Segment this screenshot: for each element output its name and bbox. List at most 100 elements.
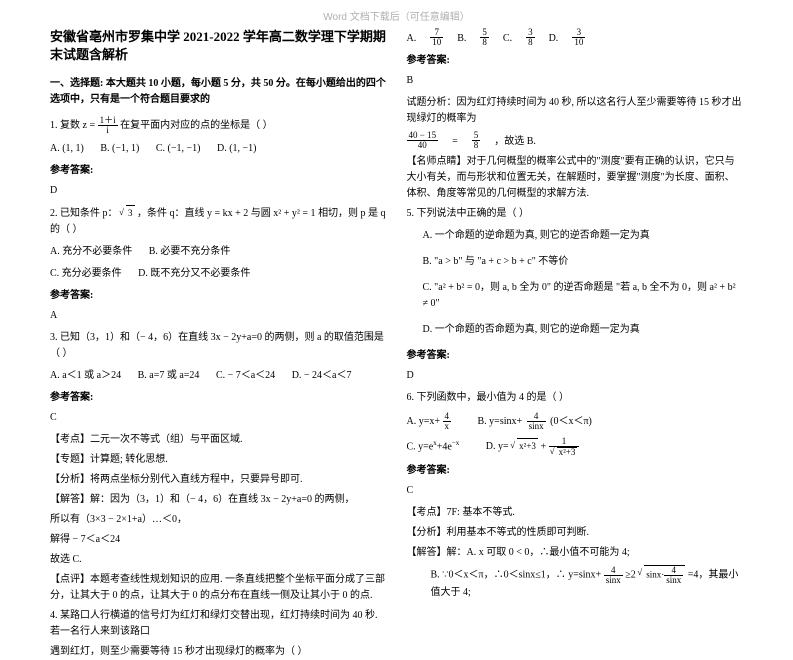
- q6-opts-row2: C. y=ex+4e−x D. y= x²+3 + 1 x²+3: [407, 437, 744, 457]
- section-1-header: 一、选择题: 本大题共 10 小题，每小题 5 分，共 50 分。在每小题给出的…: [50, 76, 387, 108]
- q3-fenxi: 【分析】将两点坐标分别代入直线方程中，只要异号即可.: [50, 472, 387, 488]
- q4-frac-d-den: 10: [572, 38, 585, 47]
- q1-opt-d: D. (1, −1): [217, 141, 257, 157]
- q2-mid: ，条件 q：直线: [137, 208, 205, 219]
- q4-frac-d: 3 10: [572, 28, 585, 47]
- right-column: A. 7 10 B. 5 8 C. 3 8 D. 3 10 参考答案: B 试题…: [397, 28, 793, 561]
- q4-frac-b-den: 8: [480, 38, 489, 47]
- q3-kaodian: 【考点】二元一次不等式（组）与平面区域.: [50, 432, 387, 448]
- q3-jieda3: 解得 − 7＜a＜24: [50, 532, 387, 548]
- q6-opt-a-den: x: [443, 422, 452, 431]
- q1-answer: D: [50, 183, 387, 199]
- q4-calc-frac: 40 − 15 40: [407, 131, 439, 150]
- watermark-text: Word 文档下载后（可任意编辑）: [323, 8, 470, 23]
- q6-opt-c-1: C. y=e: [407, 441, 434, 452]
- q3-jieda: 【解答】解：因为（3，1）和（− 4，6）在直线 3x − 2y+a=0 的两侧…: [50, 492, 387, 508]
- q5-opt-b: B. "a > b" 与 "a + c > b + c" 不等价: [423, 254, 744, 270]
- q1-fraction: 1＋i i: [98, 116, 118, 135]
- q6-opt-b2: (0＜x＜π): [550, 416, 592, 427]
- q2-sqrt: 3: [126, 205, 135, 220]
- q3-opt-c: C. − 7＜a＜24: [216, 368, 275, 384]
- q4-frac-c: 3 8: [526, 28, 535, 47]
- q2-mid2: 与圆: [251, 208, 271, 219]
- q3-zhuanti: 【专题】计算题; 转化思想.: [50, 452, 387, 468]
- q3-answer-label: 参考答案:: [50, 390, 387, 406]
- q6-jieda-b-text: B. ∵0＜x＜π，∴0＜sinx≤1，∴ y=sinx+: [431, 570, 602, 581]
- q5-answer-label: 参考答案:: [407, 348, 744, 364]
- q3-opt-a: A. a＜1 或 a＞24: [50, 368, 121, 384]
- q4-fractions-row: A. 7 10 B. 5 8 C. 3 8 D. 3 10: [407, 28, 744, 47]
- q3-dianping: 【点评】本题考查线性规划知识的应用. 一条直线把整个坐标平面分成了三部分，让其大…: [50, 572, 387, 604]
- q6-jb-d1: sinx: [604, 576, 623, 585]
- q6-answer: C: [407, 483, 744, 499]
- q6-opt-b: B. y=sinx+: [478, 416, 523, 427]
- q4-opt-c-label: C.: [503, 31, 512, 47]
- q1-frac-den: i: [98, 126, 118, 135]
- q4-answer: B: [407, 73, 744, 89]
- q3-line: 3. 已知（3，1）和（− 4，6）在直线 3x − 2y+a=0 的两侧，则 …: [50, 330, 387, 362]
- q2-text: 2. 已知条件 p：: [50, 208, 118, 219]
- q6-opt-a-pre: A. y=x+: [407, 416, 441, 427]
- q2-options-row1: A. 充分不必要条件 B. 必要不充分条件: [50, 244, 387, 260]
- q5-line: 5. 下列说法中正确的是（ ）: [407, 206, 744, 222]
- q3-answer: C: [50, 410, 387, 426]
- q5-opt-c: C. "a² + b² = 0，则 a, b 全为 0" 的逆否命题是 "若 a…: [423, 280, 744, 312]
- q4-calc-row: 40 − 15 40 = 5 8 ，故选 B.: [407, 131, 744, 150]
- q5-opt-a: A. 一个命题的逆命题为真, 则它的逆否命题一定为真: [423, 228, 744, 244]
- q6-fenxi: 【分析】利用基本不等式的性质即可判断.: [407, 525, 744, 541]
- page-container: 安徽省亳州市罗集中学 2021-2022 学年高二数学理下学期期末试题含解析 一…: [0, 0, 793, 561]
- q1-text: 1. 复数: [50, 120, 80, 131]
- q4-frac-c-den: 8: [526, 38, 535, 47]
- q4-frac-b: 5 8: [480, 28, 489, 47]
- q6-opt-d-frac: 1 x²+3: [549, 437, 580, 457]
- q6-kaodian: 【考点】7F: 基本不等式.: [407, 505, 744, 521]
- q2-options-row2: C. 充分必要条件 D. 既不充分又不必要条件: [50, 266, 387, 282]
- q4-calc-den: 40: [407, 141, 439, 150]
- q3-jieda4: 故选 C.: [50, 552, 387, 568]
- q6-opt-d-frac-den: x²+3: [549, 447, 580, 457]
- q1-options: A. (1, 1) B. (−1, 1) C. (−1, −1) D. (1, …: [50, 141, 387, 157]
- q6-opt-c-2: +4e: [437, 441, 452, 452]
- q6-jb-n1: 4: [604, 566, 623, 576]
- q6-opt-b-den: sinx: [527, 422, 546, 431]
- q5-answer: D: [407, 368, 744, 384]
- q4-line1: 4. 某路口人行横道的信号灯为红灯和绿灯交替出现，红灯持续时间为 40 秒. 若…: [50, 608, 387, 640]
- q1-after: 在复平面内对应的点的坐标是（ ）: [120, 120, 273, 131]
- q4-line2: 遇到红灯，则至少需要等待 15 秒才出现绿灯的概率为（ ）: [50, 644, 387, 660]
- q6-line: 6. 下列函数中，最小值为 4 的是（ ）: [407, 390, 744, 406]
- q6-answer-label: 参考答案:: [407, 463, 744, 479]
- q4-dianping: 【名师点睛】对于几何概型的概率公式中的"测度"要有正确的认识，它只与大小有关，而…: [407, 154, 744, 202]
- q6-jieda-b-sqrt: sinx·4sinx: [644, 565, 685, 585]
- document-title: 安徽省亳州市罗集中学 2021-2022 学年高二数学理下学期期末试题含解析: [50, 28, 387, 64]
- q2-circle: x² + y² = 1: [273, 208, 315, 219]
- q1-z: z =: [83, 120, 96, 131]
- q1-opt-c: C. (−1, −1): [156, 141, 201, 157]
- q1-opt-a: A. (1, 1): [50, 141, 84, 157]
- q2-answer-label: 参考答案:: [50, 288, 387, 304]
- q3-jieda2: 所以有（3×3 − 2×1+a）…＜0，: [50, 512, 387, 528]
- q6-opt-b-frac: 4 sinx: [527, 412, 546, 431]
- q2-opt-c: C. 充分必要条件: [50, 266, 122, 282]
- q2-opt-a: A. 充分不必要条件: [50, 244, 132, 260]
- q4-opt-a-label: A.: [407, 31, 417, 47]
- q1-answer-label: 参考答案:: [50, 163, 387, 179]
- q2-line: 2. 已知条件 p： 3 ，条件 q：直线 y = kx + 2 与圆 x² +…: [50, 205, 387, 238]
- q1-line: 1. 复数 z = 1＋i i 在复平面内对应的点的坐标是（ ）: [50, 116, 387, 135]
- q6-jieda-b: B. ∵0＜x＜π，∴0＜sinx≤1，∴ y=sinx+ 4 sinx ≥2 …: [431, 565, 744, 601]
- q6-opt-d-pre: D. y=: [486, 441, 509, 452]
- q5-opt-d: D. 一个命题的否命题为真, 则它的逆命题一定为真: [423, 322, 744, 338]
- q4-fenxi: 试题分析：因为红灯持续时间为 40 秒, 所以这名行人至少需要等待 15 秒才出…: [407, 95, 744, 127]
- q2-opt-d: D. 既不充分又不必要条件: [138, 266, 250, 282]
- q4-opt-d-label: D.: [549, 31, 559, 47]
- q3-opt-d: D. − 24＜a＜7: [292, 368, 352, 384]
- q2-opt-b: B. 必要不充分条件: [149, 244, 231, 260]
- q4-res-den: 8: [472, 141, 481, 150]
- q6-opts-row1: A. y=x+ 4 x B. y=sinx+ 4 sinx (0＜x＜π): [407, 412, 744, 431]
- q6-sup-negx: −x: [452, 439, 459, 447]
- q6-jieda: 【解答】解：A. x 可取 0 < 0，∴最小值不可能为 4;: [407, 545, 744, 561]
- q4-frac-a: 7 10: [430, 28, 443, 47]
- q2-lineeq: y = kx + 2: [207, 208, 248, 219]
- q6-opt-d-sqrt1: x²+3: [517, 438, 538, 453]
- q4-answer-label: 参考答案:: [407, 53, 744, 69]
- q4-frac-a-den: 10: [430, 38, 443, 47]
